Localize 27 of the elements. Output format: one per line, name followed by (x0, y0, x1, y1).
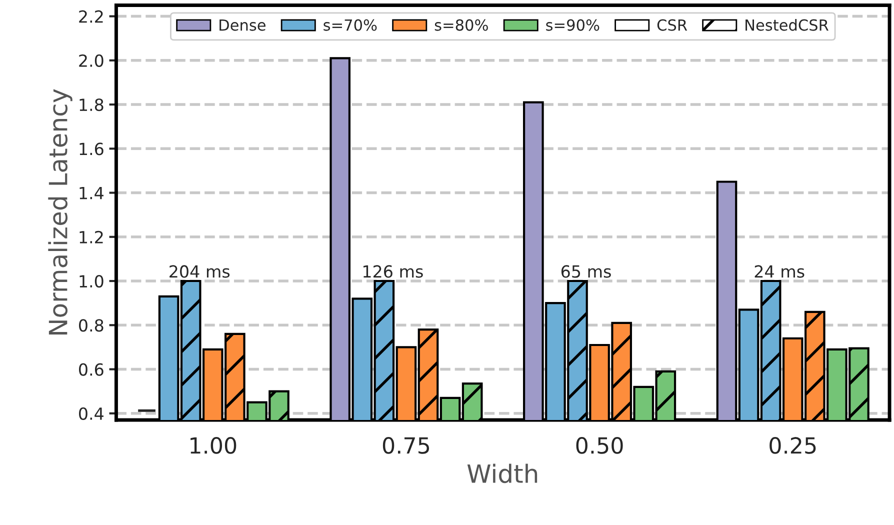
legend-label: s=70% (324, 19, 377, 31)
legend-label: Dense (220, 19, 266, 31)
y-tick-label: 1.2 (80, 230, 103, 244)
x-tick-label: 1.00 (190, 437, 236, 454)
y-tick-label: 2.2 (79, 10, 103, 23)
y-tick-label: 1.4 (80, 186, 104, 200)
legend-label: s=90% (546, 19, 600, 31)
annotation: 65 ms (561, 265, 611, 278)
legend-label: NestedCSR (746, 19, 828, 31)
y-tick-label: 0.6 (79, 363, 104, 376)
legend-label: CSR (657, 19, 688, 31)
y-axis-title: Normalized Latency (48, 89, 72, 334)
y-tick-label: 1.8 (80, 98, 104, 112)
y-tick-label: 1.0 (80, 274, 104, 288)
x-axis-title: Width (467, 464, 538, 484)
x-tick-label: 0.25 (770, 437, 816, 454)
annotation: 126 ms (363, 265, 423, 278)
y-tick-label: 1.6 (80, 142, 104, 156)
y-tick-label: 2.0 (79, 54, 104, 67)
legend-label: s=80% (434, 19, 488, 31)
y-tick-label: 0.8 (79, 319, 104, 332)
annotation: 24 ms (754, 265, 804, 278)
annotation: 204 ms (170, 265, 230, 278)
x-tick-label: 0.75 (382, 437, 430, 454)
y-tick-label: 0.4 (79, 407, 104, 420)
text: — (138, 409, 156, 412)
x-tick-label: 0.50 (576, 437, 623, 454)
